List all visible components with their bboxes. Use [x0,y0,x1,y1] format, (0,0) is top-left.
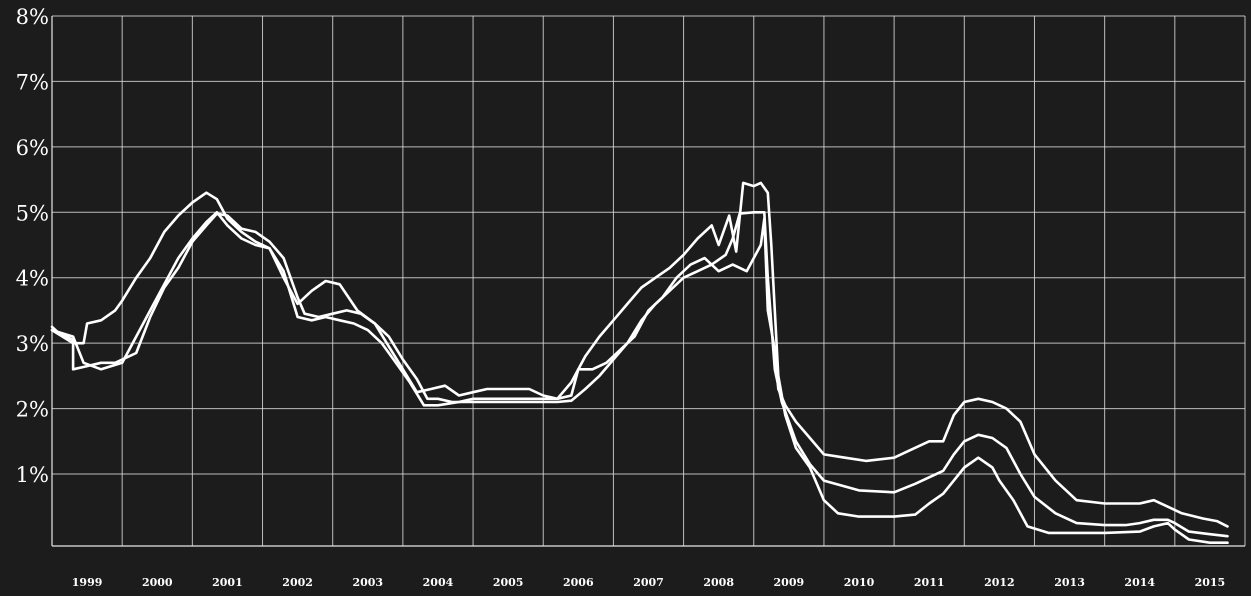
x-tick-label: 2010 [844,576,875,589]
series-lines [50,181,1229,544]
x-tick-label: 2001 [212,576,243,589]
grid-lines [51,15,1246,547]
x-tick-label: 2004 [423,576,454,589]
x-tick-label: 2005 [493,576,524,589]
y-tick-label: 5% [16,201,49,225]
x-tick-label: 2007 [633,576,664,589]
y-tick-label: 6% [16,136,49,160]
series-line-3 [50,211,1229,528]
y-tick-label: 4% [16,267,49,291]
y-tick-label: 7% [16,70,49,94]
x-tick-label: 2014 [1124,576,1155,589]
y-axis-tick-labels: 1% 2% 3% 4% 5% 6% 7% 8% [16,5,49,487]
x-tick-label: 2011 [914,576,945,589]
series-line-2 [50,181,1229,544]
y-tick-label: 2% [16,398,49,422]
y-tick-label: 1% [16,463,49,487]
x-axis-tick-labels: 1999 2000 2001 2002 2003 2004 2005 2006 2007 2008… [72,576,1225,589]
x-tick-label: 2000 [142,576,173,589]
y-tick-label: 3% [16,332,49,356]
x-tick-label: 2006 [563,576,594,589]
x-tick-label: 2013 [1054,576,1085,589]
y-tick-label: 8% [16,5,49,29]
x-tick-label: 2008 [703,576,734,589]
x-tick-label: 2003 [352,576,383,589]
x-tick-label: 2012 [984,576,1015,589]
series-line-1 [50,211,1229,538]
x-tick-label: 2015 [1195,576,1226,589]
x-tick-label: 2002 [282,576,313,589]
x-tick-label: 2009 [774,576,805,589]
x-tick-label: 1999 [72,576,103,589]
